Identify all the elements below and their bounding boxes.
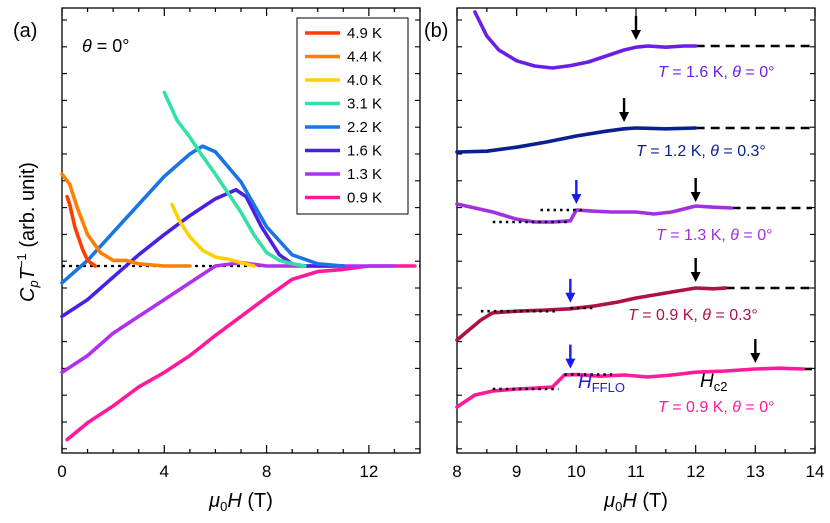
panel-a-xtick-label: 4 [160,462,169,481]
arrow-head [571,194,582,204]
panel-b-xtick-label: 11 [627,462,645,481]
theta-annotation: θ = 0° [82,36,130,56]
legend-entry: 0.9 K [347,190,382,207]
panel-b-series-labels: T = 1.6 K, θ = 0° T = 1.2 K, θ = 0.3° T = … [628,64,774,416]
arrow-head [619,112,630,122]
panel-a-ticks: 0 4 8 12 [57,8,421,481]
panel-b-trace [455,202,734,224]
panel-b-xtick-label: 10 [567,462,586,481]
panel-b-ticks: 8 9 10 11 12 13 14 [452,8,824,481]
panel-b-series-label: T = 0.9 K, θ = 0° [658,399,774,416]
panel-b-series-label: T = 1.2 K, θ = 0.3° [636,143,766,160]
legend-entry: 3.1 K [347,96,382,113]
panel-a-xlabel: μ0H (T) [208,490,273,514]
panel-b-arrows [565,16,761,369]
legend-entry: 4.4 K [347,49,382,66]
series-line-49K [65,194,97,268]
panel-b-trace [455,126,698,154]
series-line-44K [60,172,192,268]
arrow-head [690,272,701,282]
panel-b-xtick-label: 9 [512,462,521,481]
panel-b-series-label: T = 0.9 K, θ = 0.3° [628,307,758,324]
arrow-head [750,353,761,363]
panel-b-xtick-label: 13 [746,462,765,481]
legend-entry: 1.6 K [347,143,382,160]
series-line-40K [170,202,256,268]
hfflo-label: HFFLO [578,372,625,395]
panel-a-xtick-label: 12 [359,462,378,481]
legend-entry: 4.0 K [347,72,382,89]
panel-a-xtick-label: 8 [262,462,271,481]
panel-b-xlabel: μ0H (T) [603,490,668,514]
panel-b-series-label: T = 1.3 K, θ = 0° [656,227,772,244]
hc2-label: Hc2 [700,371,727,394]
panel-a-series [60,90,417,442]
series-line-31K [162,90,307,268]
series-line-09K [65,264,417,442]
legend-entry: 1.3 K [347,166,382,183]
series-line-22K [60,144,346,285]
legend: 4.9 K 4.4 K 4.0 K 3.1 K 2.2 K 1.6 K 1.3 K 0.9 K [305,25,382,207]
legend-entry: 4.9 K [347,25,382,42]
panel-b-series-label: T = 1.6 K, θ = 0° [658,64,774,81]
arrow-head [690,192,701,202]
panel-b-xtick-label: 14 [806,462,825,481]
legend-entry: 2.2 K [347,119,382,136]
panel-b-xtick-label: 12 [686,462,705,481]
arrow-head [631,30,641,40]
arrow-head [565,292,576,303]
arrow-head [565,358,576,369]
panel-a-tag: (a) [13,20,37,42]
panel-b-xtick-label: 8 [452,462,461,481]
legend-box [296,17,409,215]
panel-b-trace [455,366,805,409]
panel-b-trace [473,10,698,70]
panel-a-ylabel: CpT−1 (arb. unit) [14,162,41,302]
panel-b-trace [455,286,728,342]
panel-a-xtick-label: 0 [57,462,66,481]
panel-b-series [455,10,812,409]
panel-b-tag: (b) [424,20,448,42]
